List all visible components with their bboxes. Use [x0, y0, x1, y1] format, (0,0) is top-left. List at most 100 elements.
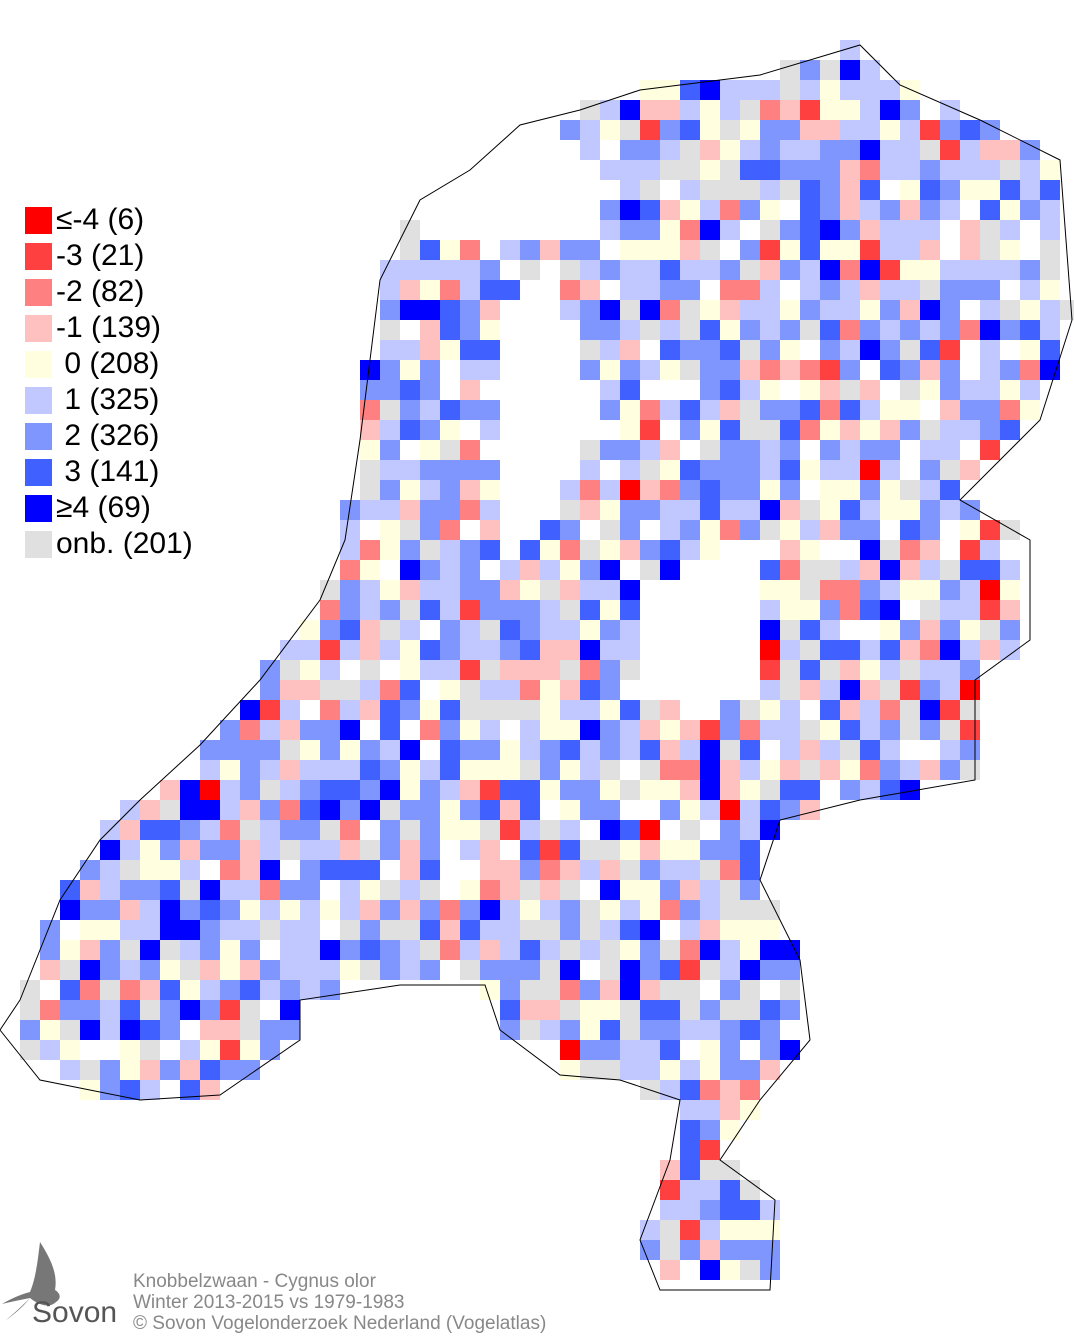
grid-cell: [60, 1000, 80, 1020]
grid-cell: [260, 720, 280, 740]
grid-cell: [720, 500, 740, 520]
grid-cell: [760, 120, 780, 140]
grid-cell: [620, 220, 640, 240]
grid-cell: [420, 880, 440, 900]
grid-cell: [480, 300, 500, 320]
grid-cell: [600, 920, 620, 940]
grid-cell: [680, 840, 700, 860]
legend-item: 0 (208): [25, 346, 193, 382]
grid-cell: [340, 580, 360, 600]
grid-cell: [120, 1080, 140, 1100]
grid-cell: [480, 760, 500, 780]
grid-cell: [540, 240, 560, 260]
grid-cell: [40, 920, 60, 940]
grid-cell: [740, 820, 760, 840]
grid-cell: [500, 1000, 520, 1020]
grid-cell: [400, 340, 420, 360]
grid-cell: [940, 720, 960, 740]
grid-cell: [880, 600, 900, 620]
grid-cell: [620, 920, 640, 940]
grid-cell: [420, 700, 440, 720]
grid-cell: [860, 720, 880, 740]
grid-cell: [640, 980, 660, 1000]
grid-cell: [220, 880, 240, 900]
grid-cell: [460, 640, 480, 660]
grid-cell: [660, 960, 680, 980]
grid-cell: [840, 80, 860, 100]
grid-cell: [720, 220, 740, 240]
grid-cell: [480, 860, 500, 880]
grid-cell: [740, 1220, 760, 1240]
grid-cell: [380, 340, 400, 360]
grid-cell: [960, 580, 980, 600]
grid-cell: [280, 640, 300, 660]
grid-cell: [860, 300, 880, 320]
grid-cell: [40, 940, 60, 960]
grid-cell: [760, 1260, 780, 1280]
grid-cell: [620, 820, 640, 840]
grid-cell: [400, 960, 420, 980]
grid-cell: [220, 720, 240, 740]
grid-cell: [360, 740, 380, 760]
grid-cell: [360, 400, 380, 420]
grid-cell: [600, 760, 620, 780]
grid-cell: [260, 960, 280, 980]
grid-cell: [240, 1060, 260, 1080]
grid-cell: [920, 700, 940, 720]
grid-cell: [700, 1080, 720, 1100]
grid-cell: [720, 980, 740, 1000]
grid-cell: [740, 500, 760, 520]
grid-cell: [760, 620, 780, 640]
grid-cell: [560, 240, 580, 260]
grid-cell: [300, 720, 320, 740]
grid-cell: [840, 120, 860, 140]
grid-cell: [420, 960, 440, 980]
legend-swatch: [25, 242, 52, 270]
grid-cell: [480, 280, 500, 300]
grid-cell: [600, 980, 620, 1000]
grid-cell: [280, 800, 300, 820]
grid-cell: [520, 900, 540, 920]
grid-cell: [700, 220, 720, 240]
grid-cell: [780, 780, 800, 800]
grid-cell: [460, 380, 480, 400]
grid-cell: [600, 260, 620, 280]
grid-cell: [480, 660, 500, 680]
grid-cell: [580, 640, 600, 660]
grid-cell: [120, 920, 140, 940]
grid-cell: [900, 280, 920, 300]
grid-cell: [420, 820, 440, 840]
grid-cell: [860, 680, 880, 700]
grid-cell: [660, 200, 680, 220]
grid-cell: [180, 900, 200, 920]
grid-cell: [940, 460, 960, 480]
grid-cell: [880, 280, 900, 300]
copyright: © Sovon Vogelonderzoek Nederland (Vogela…: [133, 1313, 547, 1334]
grid-cell: [820, 80, 840, 100]
grid-cell: [720, 180, 740, 200]
grid-cell: [800, 280, 820, 300]
grid-cell: [240, 840, 260, 860]
grid-cell: [660, 1240, 680, 1260]
grid-cell: [140, 1060, 160, 1080]
grid-cell: [420, 600, 440, 620]
grid-cell: [920, 360, 940, 380]
grid-cell: [960, 240, 980, 260]
grid-cell: [720, 1240, 740, 1260]
grid-cell: [440, 680, 460, 700]
grid-cell: [580, 560, 600, 580]
grid-cell: [160, 980, 180, 1000]
grid-cell: [400, 420, 420, 440]
grid-cell: [680, 80, 700, 100]
grid-cell: [360, 580, 380, 600]
grid-cell: [640, 720, 660, 740]
grid-cell: [960, 680, 980, 700]
grid-cell: [840, 740, 860, 760]
grid-cell: [600, 320, 620, 340]
grid-cell: [440, 580, 460, 600]
grid-cell: [620, 1020, 640, 1040]
grid-cell: [820, 720, 840, 740]
grid-cell: [360, 560, 380, 580]
grid-cell: [680, 340, 700, 360]
grid-cell: [880, 220, 900, 240]
